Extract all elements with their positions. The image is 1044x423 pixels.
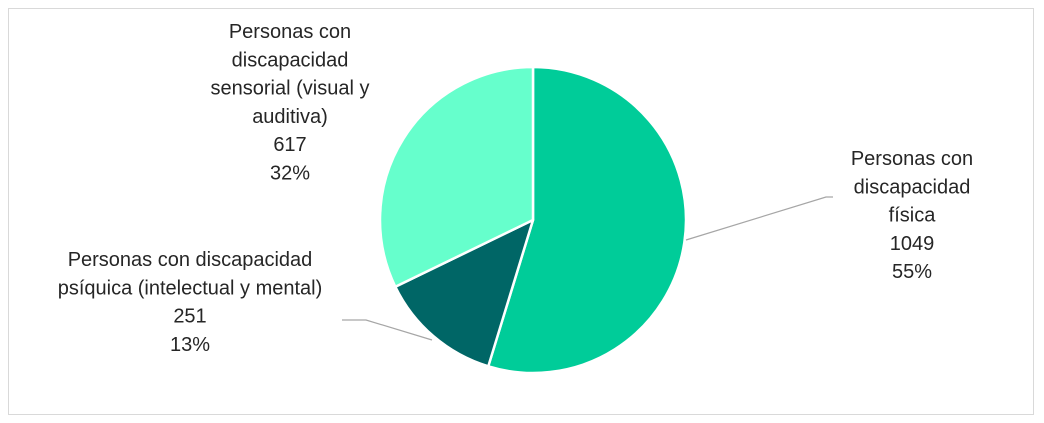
label-percent: 55% <box>892 261 932 283</box>
leader-lines <box>342 196 833 341</box>
label-category-line: auditiva) <box>252 106 328 128</box>
label-category-line: Personas con <box>851 148 973 170</box>
label-percent: 32% <box>270 163 310 185</box>
pie-slice-1 <box>487 65 688 375</box>
label-category-line: discapacidad <box>232 49 349 71</box>
pie-slice-3 <box>378 65 535 289</box>
label-category-line: sensorial (visual y <box>211 78 370 100</box>
leader-line-2 <box>342 319 433 341</box>
label-category-line: física <box>889 205 937 227</box>
label-value: 1049 <box>890 233 935 255</box>
pie-slices <box>378 65 688 375</box>
data-label-1: Personas con discapacidad física 1049 55% <box>851 148 973 283</box>
label-value: 251 <box>173 306 206 328</box>
data-labels: Personas con discapacidad física 1049 55%Per… <box>58 21 973 356</box>
label-category-line: Personas con discapacidad <box>68 249 313 271</box>
label-value: 617 <box>273 134 306 156</box>
pie-slice-2 <box>394 218 535 368</box>
label-category-line: psíquica (intelectual y mental) <box>58 277 323 299</box>
data-label-2: Personas con discapacidad psíquica (intel… <box>58 249 323 356</box>
label-category-line: Personas con <box>229 21 351 43</box>
leader-line-1 <box>685 196 833 241</box>
label-category-line: discapacidad <box>854 176 971 198</box>
label-percent: 13% <box>170 334 210 356</box>
data-label-3: Personas con discapacidad sensorial (visua… <box>211 21 370 185</box>
